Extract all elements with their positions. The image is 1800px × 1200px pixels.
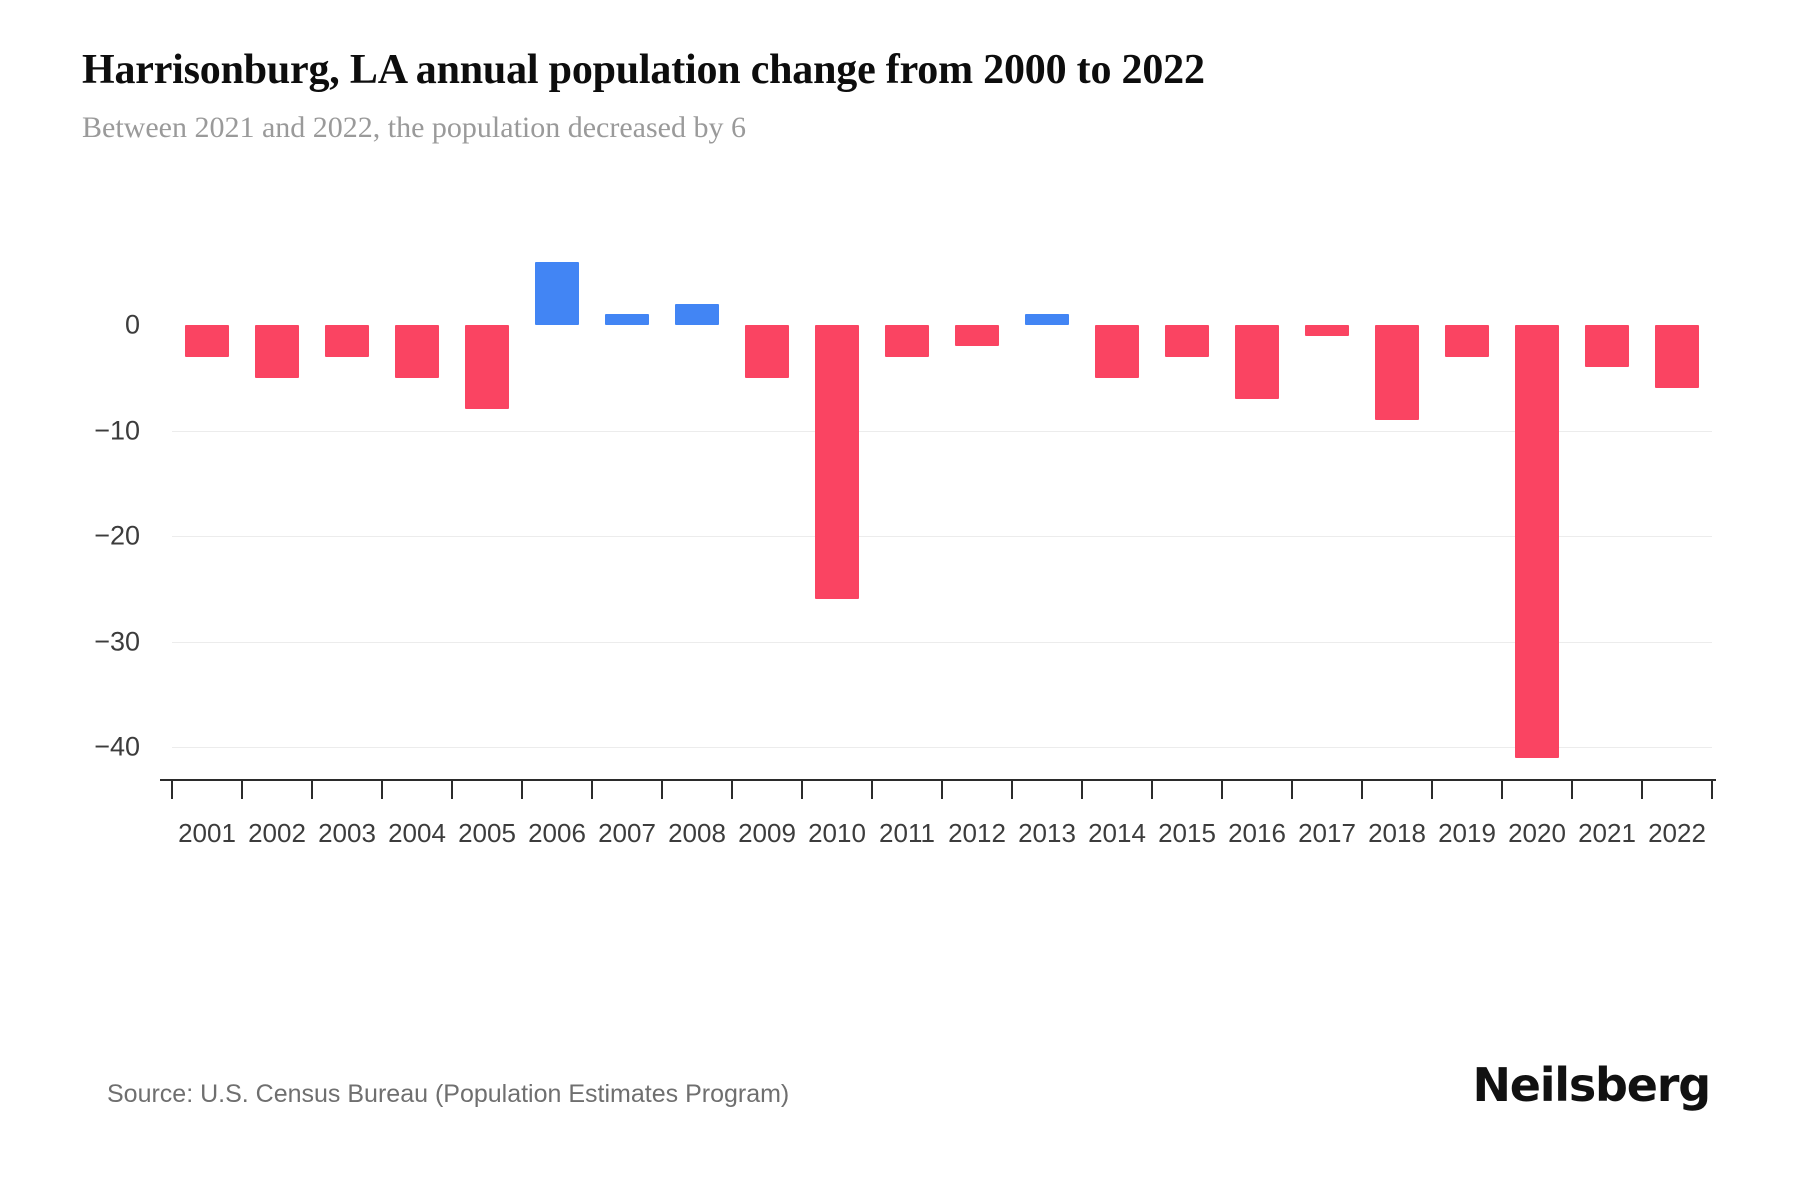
x-axis-tick-label: 2003 [318,818,376,848]
x-axis-line [160,779,1716,781]
bar-2018[interactable] [1375,325,1419,420]
bar-2009[interactable] [745,325,789,378]
gridlines-group: 0 −10 −20 −30 −40 [0,190,1800,890]
brand-logo: Neilsberg [1472,1058,1711,1112]
x-axis-tick [521,781,523,799]
bar-2002[interactable] [255,325,299,378]
x-axis-tick-label: 2015 [1158,818,1216,848]
bar-2016[interactable] [1235,325,1279,399]
x-axis-tick-label: 2014 [1088,818,1146,848]
x-axis-tick-label: 2001 [178,818,236,848]
bar-2017[interactable] [1305,325,1349,336]
bar-2020[interactable] [1515,325,1559,758]
x-axis-tick [941,781,943,799]
x-axis-tick-label: 2018 [1368,818,1426,848]
x-axis-tick [1081,781,1083,799]
source-note: Source: U.S. Census Bureau (Population E… [107,1080,790,1108]
y-axis-tick-label: −40 [94,731,140,762]
x-axis-tick-label: 2008 [668,818,726,848]
bar-2019[interactable] [1445,325,1489,357]
x-axis-tick-label: 2019 [1438,818,1496,848]
x-axis-group: 2001 2002 2003 2004 2005 2006 2007 2008 2009 2010… [0,190,1800,890]
x-axis-tick [871,781,873,799]
y-axis-tick-label: −30 [94,626,140,656]
bar-2010[interactable] [815,325,859,600]
gridline [172,536,1712,537]
x-axis-tick-label: 2006 [528,818,586,848]
bar-2013[interactable] [1025,314,1069,325]
x-axis-tick [381,781,383,799]
x-axis-tick-label: 2005 [458,818,516,848]
x-axis-tick [171,781,173,799]
page-title: Harrisonburg, LA annual population chang… [82,47,1205,93]
x-axis-tick [1571,781,1573,799]
y-axis-tick-label: 0 [124,309,140,340]
gridline [172,641,1712,643]
x-axis-tick-label: 2017 [1298,818,1356,848]
bar-2001[interactable] [185,325,229,357]
x-axis-tick-label: 2016 [1228,818,1286,848]
x-axis-tick [311,781,313,799]
x-axis-tick [1151,781,1153,799]
x-axis-tick-label: 2011 [879,818,935,848]
bar-2007[interactable] [605,314,649,325]
bar-2004[interactable] [395,325,439,378]
x-axis-tick [1641,781,1643,799]
x-axis-tick [1361,781,1363,799]
x-axis-tick [1011,781,1013,799]
x-axis-tick-label: 2012 [948,818,1006,848]
gridline [172,430,1712,432]
x-axis-tick [1431,781,1433,799]
gridline [172,747,1712,748]
bar-2014[interactable] [1095,325,1139,378]
x-axis-tick [731,781,733,799]
x-axis-tick [1221,781,1223,799]
x-axis-tick-label: 2004 [388,818,446,848]
bars-group [0,190,1800,890]
bar-2012[interactable] [955,325,999,347]
x-axis-tick-label: 2022 [1648,818,1706,848]
x-axis-tick-label: 2021 [1578,818,1636,848]
y-axis-tick-label: −20 [94,520,140,551]
bar-2005[interactable] [465,325,509,410]
bar-2022[interactable] [1655,325,1699,389]
chart-subtitle: Between 2021 and 2022, the population de… [82,111,746,145]
x-axis-tick-label: 2013 [1018,818,1076,848]
chart-plot-area: 0 −10 −20 −30 −40 2001 2002 2003 2004 2005 2006 20… [0,190,1800,890]
x-axis-tick [241,781,243,799]
bar-2015[interactable] [1165,325,1209,357]
y-axis-tick-label: −10 [94,415,140,445]
bar-2011[interactable] [885,325,929,357]
chart-header: Harrisonburg, LA annual population chang… [82,46,1722,146]
x-axis-tick [801,781,803,799]
x-axis-tick-label: 2009 [738,818,796,848]
bar-2006[interactable] [535,261,579,325]
x-axis-tick-label: 2002 [248,818,306,848]
x-axis-tick [1501,781,1503,799]
x-axis-tick [1291,781,1293,799]
x-axis-tick [1711,781,1713,799]
x-axis-tick-label: 2007 [598,818,656,848]
chart-footer: Source: U.S. Census Bureau (Population E… [0,1040,1800,1160]
x-axis-tick [591,781,593,799]
bar-2003[interactable] [325,325,369,357]
bar-2008[interactable] [675,303,719,325]
x-axis-tick [451,781,453,799]
x-axis-tick [661,781,663,799]
x-axis-tick-label: 2010 [808,818,866,848]
bar-2021[interactable] [1585,325,1629,368]
x-axis-tick-label: 2020 [1508,818,1566,848]
